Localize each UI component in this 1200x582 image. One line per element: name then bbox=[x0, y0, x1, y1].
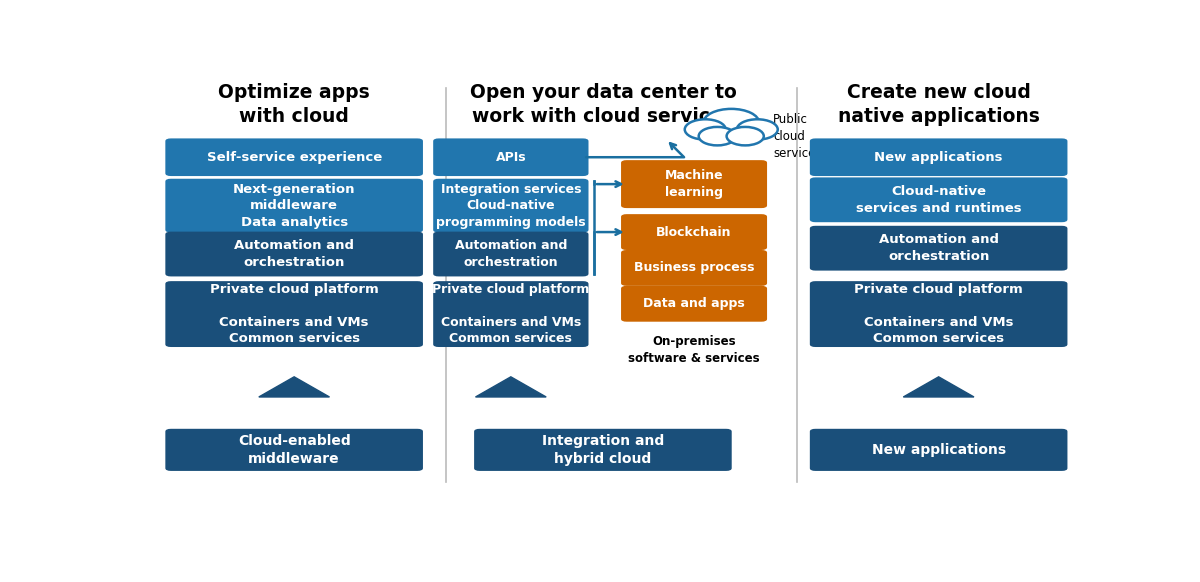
Text: New applications: New applications bbox=[871, 443, 1006, 457]
Text: Next-generation
middleware
Data analytics: Next-generation middleware Data analytic… bbox=[233, 183, 355, 229]
Ellipse shape bbox=[685, 119, 726, 140]
Text: Integration services
Cloud-native
programming models: Integration services Cloud-native progra… bbox=[436, 183, 586, 229]
FancyBboxPatch shape bbox=[166, 139, 422, 176]
Ellipse shape bbox=[727, 127, 764, 146]
Text: Data and apps: Data and apps bbox=[643, 297, 745, 310]
Text: Blockchain: Blockchain bbox=[656, 226, 732, 239]
Text: Open your data center to
work with cloud services: Open your data center to work with cloud… bbox=[469, 83, 737, 126]
FancyBboxPatch shape bbox=[810, 139, 1068, 176]
Polygon shape bbox=[904, 377, 974, 397]
Ellipse shape bbox=[698, 127, 736, 146]
Text: Self-service experience: Self-service experience bbox=[206, 151, 382, 164]
Text: Cloud-native
services and runtimes: Cloud-native services and runtimes bbox=[856, 185, 1021, 215]
Text: Automation and
orchestration: Automation and orchestration bbox=[878, 233, 998, 263]
Text: Integration and
hybrid cloud: Integration and hybrid cloud bbox=[541, 434, 664, 466]
FancyBboxPatch shape bbox=[433, 179, 588, 233]
FancyBboxPatch shape bbox=[166, 232, 422, 276]
FancyBboxPatch shape bbox=[810, 226, 1068, 271]
FancyBboxPatch shape bbox=[622, 214, 767, 250]
Text: Private cloud platform

Containers and VMs
Common services: Private cloud platform Containers and VM… bbox=[432, 283, 589, 345]
Text: Automation and
orchestration: Automation and orchestration bbox=[455, 239, 568, 269]
Text: Business process: Business process bbox=[634, 261, 755, 275]
Text: Machine
learning: Machine learning bbox=[665, 169, 724, 199]
FancyBboxPatch shape bbox=[166, 429, 422, 471]
FancyBboxPatch shape bbox=[622, 286, 767, 322]
Text: APIs: APIs bbox=[496, 151, 526, 164]
FancyBboxPatch shape bbox=[622, 250, 767, 286]
Text: Private cloud platform

Containers and VMs
Common services: Private cloud platform Containers and VM… bbox=[854, 283, 1024, 345]
Text: Public
cloud
services: Public cloud services bbox=[773, 113, 822, 159]
FancyBboxPatch shape bbox=[622, 160, 767, 208]
FancyBboxPatch shape bbox=[433, 232, 588, 276]
Polygon shape bbox=[475, 377, 546, 397]
Text: New applications: New applications bbox=[875, 151, 1003, 164]
Text: On-premises
software & services: On-premises software & services bbox=[629, 335, 760, 365]
FancyBboxPatch shape bbox=[166, 179, 422, 233]
FancyBboxPatch shape bbox=[810, 429, 1068, 471]
Text: Private cloud platform

Containers and VMs
Common services: Private cloud platform Containers and VM… bbox=[210, 283, 378, 345]
Polygon shape bbox=[259, 377, 330, 397]
Ellipse shape bbox=[737, 119, 778, 140]
FancyBboxPatch shape bbox=[433, 139, 588, 176]
Text: Optimize apps
with cloud: Optimize apps with cloud bbox=[218, 83, 370, 126]
FancyBboxPatch shape bbox=[810, 281, 1068, 347]
Ellipse shape bbox=[703, 109, 760, 137]
FancyBboxPatch shape bbox=[474, 429, 732, 471]
Text: Automation and
orchestration: Automation and orchestration bbox=[234, 239, 354, 269]
FancyBboxPatch shape bbox=[810, 178, 1068, 222]
Text: Create new cloud
native applications: Create new cloud native applications bbox=[838, 83, 1039, 126]
FancyBboxPatch shape bbox=[166, 281, 422, 347]
FancyBboxPatch shape bbox=[433, 281, 588, 347]
Text: Cloud-enabled
middleware: Cloud-enabled middleware bbox=[238, 434, 350, 466]
